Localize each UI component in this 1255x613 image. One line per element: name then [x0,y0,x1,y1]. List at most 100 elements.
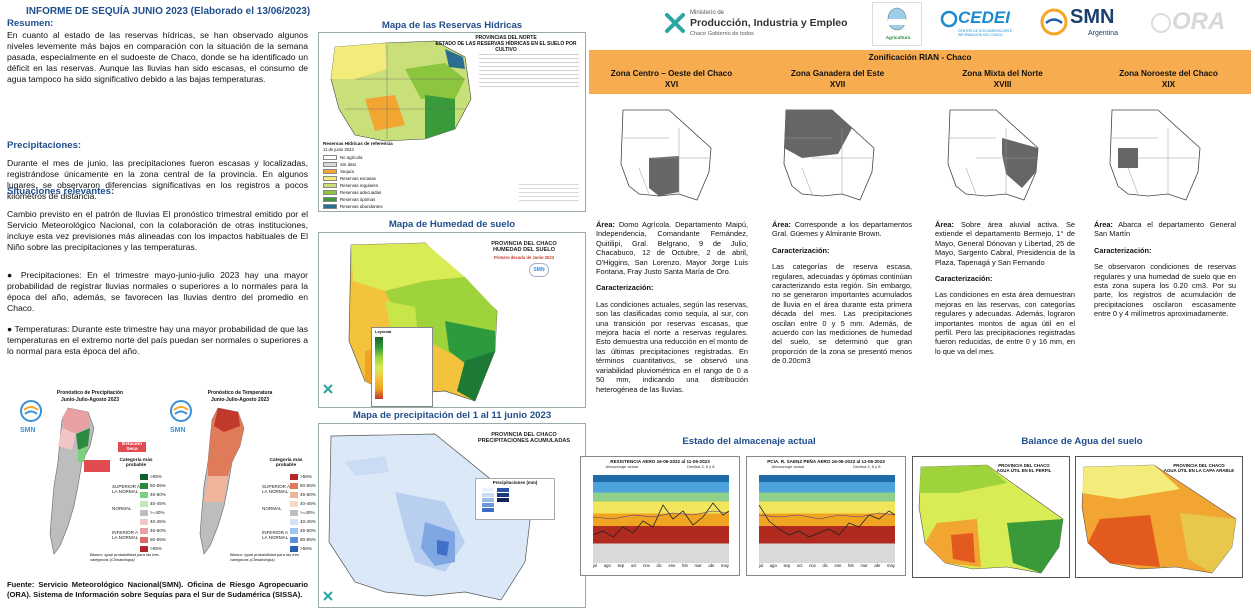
zone-name-4: Zona Noroeste del Chaco [1119,69,1218,78]
smn-logo: SMN [20,400,42,434]
month-tick-label: nov [809,563,816,568]
forecast-temp-figure: SMN Pronóstico de Temperatura Junio-Juli… [170,390,316,562]
zone-map-xvi [620,109,712,201]
reservas-legend-swatch [323,183,337,188]
logo-smn: SMN Argentina [1040,6,1130,42]
zone-name-1: Zona Centro – Oeste del Chaco [610,69,733,78]
smn-label: SMN [20,427,36,434]
zonificacion-title: Zonificación RIAN - Chaco [868,53,972,62]
month-tick-label: may [887,563,895,568]
forecast-temp-title: Pronóstico de Temperatura [207,390,273,396]
resumen-heading: Resumen: [7,18,54,29]
month-tick-label: dic [656,563,662,568]
map-humedad-inner-sub: Primera decada de Junio 2023 [493,255,555,260]
almacenaje-chart-2-sub: Almacenaje actual Decllsa 3, 6 y 8 [771,464,881,469]
month-tick-label: oct [796,563,803,568]
logo-cedei: CEDEI CENTRO DE DOCUMENTACIÓN E INFORMAC… [940,8,1030,42]
month-tick-label: jul [593,563,598,568]
zone-name-2: Zona Ganadera del Este [790,69,885,78]
map-reservas-credits [519,181,579,205]
reservas-legend-item: Reservas regulares [323,182,383,189]
zone-text-1: Área: Domo Agrícola. Departamento Maipú,… [596,220,748,394]
ministerio-x-icon [665,13,685,33]
reservas-legend-item: Reservas escasas [323,175,383,182]
ora-icon [1151,13,1171,33]
month-tick-label: nov [643,563,650,568]
map-humedad-footer-logo [323,381,403,403]
forecast-precip-legend-title: Categoría más probable [119,458,153,468]
month-tick-label: sep [783,563,791,568]
balance-map-1-shape [918,464,1064,574]
month-tick-label: sep [617,563,625,568]
zone-text-4: Área: Abarca el departamento General San… [1094,220,1236,319]
almacenaje-chart-1: RESISTENCIA AERO 16-06-2022 al 11-06-202… [580,456,740,576]
almacenaje-chart-1-sub: Almacenaje actual Decllsa 3, 6 y 8 [605,464,715,469]
map-humedad-frame: PROVINCIA DEL CHACO HUMEDAD DEL SUELO Pr… [318,232,586,408]
map-humedad-legend: Leyenda [371,327,433,407]
map-reservas-inner-title: PROVINCIAS DEL NORTE ESTADO DE LAS RESER… [435,35,577,53]
forecast-precip-map [49,407,110,555]
month-tick-label: ago [769,563,777,568]
zone-num-4: XIX [1161,80,1176,89]
almacenaje-chart-2-title: PCIA. R. SAENZ PEÑA AERO 16-06-2022 al 1… [767,459,885,464]
zonificacion-header: Zonificación RIAN - Chaco Zona Centro – … [589,50,1251,94]
reservas-legend-swatch [323,197,337,202]
map-precip-frame: PROVINCIA DEL CHACO PRECIPITACIONES ACUM… [318,423,586,608]
resumen-text: En cuanto al estado de las reservas hídr… [7,30,308,84]
month-tick-label: feb [682,563,688,568]
reservas-legend-swatch [323,176,337,181]
map-precip-legend-title: Precipitaciones (mm) [492,480,538,485]
balance-map-1-title: PROVINCIA DEL CHACO AGUA ÚTIL EN EL PERF… [996,463,1052,473]
map-reservas-legend-title: Reservas Hídricas de referencia [323,141,393,146]
reservas-legend-label: Reservas escasas [340,176,376,181]
map-precip-title: Mapa de precipitación del 1 al 11 junio … [352,410,552,421]
forecast-precip-figure: SMN Pronóstico de Precipitación Junio-Ju… [20,386,166,562]
reservas-legend-swatch [323,204,337,209]
forecast-precip-note: Blanco: igual probabilidad para las tres… [90,552,159,562]
month-tick-label: ene [834,563,842,568]
forecast-temp-note: Blanco: igual probabilidad para las tres… [230,552,299,562]
balance-title: Balance de Agua del suelo [1021,436,1143,447]
reservas-legend-label: Sin dato [340,162,357,167]
month-tick-label: jul [759,563,764,568]
situaciones-p3: ● Temperaturas: Durante este trimestre h… [7,324,308,356]
smn-label-2: SMN [170,427,186,434]
month-tick-label: dic [822,563,828,568]
smn-logo-2: SMN [170,400,192,434]
reservas-legend-item: Reservas abundantes [323,203,383,210]
map-humedad-title: Mapa de Humedad de suelo [388,219,516,230]
zone-text-3: Área: Sobre área aluvial activa. Se exti… [935,220,1075,356]
zone-map-xviii [947,109,1039,201]
map-reservas-date: 11 de junio 2023 [323,147,354,152]
zone-map-xix [1109,109,1201,201]
forecast-precip-title: Pronóstico de Precipitación [56,390,124,396]
reservas-legend-item: No agrícola [323,154,383,161]
zone-num-1: XVI [664,80,679,89]
escudo-icon [887,7,907,31]
balance-map-2: PROVINCIA DEL CHACO AGUA ÚTIL EN LA CAPA… [1075,456,1243,578]
map-humedad-inner-title: PROVINCIA DEL CHACO HUMEDAD DEL SUELO [491,241,557,253]
reservas-legend-label: Reservas adecuadas [340,190,382,195]
almacenaje-chart-1-title: RESISTENCIA AERO 16-06-2022 al 11-06-202… [610,459,710,464]
reservas-legend-label: Excesos [340,211,357,212]
logo-ora: ORA [1150,8,1230,42]
logo-agricultura: Agricultura [872,2,922,46]
reservas-legend-swatch [323,169,337,174]
month-tick-label: ene [668,563,676,568]
month-tick-label: may [721,563,729,568]
forecast-precip-subtitle: Junio-Julio-Agosto 2023 [60,397,120,403]
cedei-icon [940,10,958,28]
month-tick-label: abr [874,563,881,568]
reservas-legend-swatch [323,190,337,195]
almacenaje-title: Estado del almacenaje actual [682,436,816,447]
logo-ministerio: Ministerio de Producción, Industria y Em… [664,10,864,40]
almacenaje-chart-1-months: jul ago sep oct nov dic ene feb mar abr may [593,563,729,568]
reservas-legend-item: Sequía [323,168,383,175]
precipitaciones-text: Durante el mes de junio, las precipitaci… [7,158,308,201]
map-reservas-map [330,40,472,142]
map-precip-inner-title: PROVINCIA DEL CHACO PRECIPITACIONES ACUM… [477,432,571,444]
situaciones-heading: Situaciones relevantes: [7,186,115,197]
month-tick-label: mar [860,563,868,568]
reservas-legend-swatch [323,211,337,212]
forecast-temp-legend-title: Categoría más probable [269,458,303,468]
